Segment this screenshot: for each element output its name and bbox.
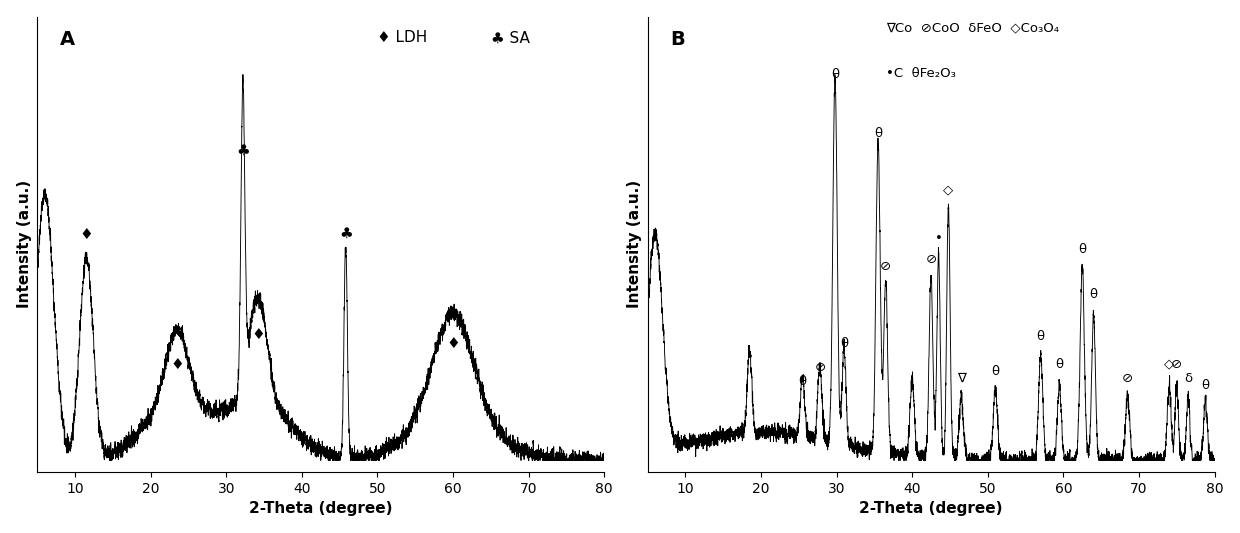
Text: ∇Co  ⊘CoO  δFeO  ◇Co₃O₄: ∇Co ⊘CoO δFeO ◇Co₃O₄ — [885, 21, 1059, 34]
Text: ◇: ◇ — [1164, 358, 1174, 371]
X-axis label: 2-Theta (degree): 2-Theta (degree) — [859, 502, 1003, 516]
Text: θ: θ — [874, 127, 882, 140]
Text: θ: θ — [799, 375, 806, 389]
Y-axis label: Intensity (a.u.): Intensity (a.u.) — [627, 180, 642, 309]
Text: δ: δ — [1184, 372, 1192, 385]
Text: •: • — [745, 351, 754, 364]
Y-axis label: Intensity (a.u.): Intensity (a.u.) — [16, 180, 32, 309]
Text: θ: θ — [1090, 288, 1097, 301]
Text: ♦: ♦ — [252, 327, 265, 343]
Text: •: • — [935, 232, 942, 245]
Text: θ: θ — [839, 337, 848, 350]
Text: ⊘: ⊘ — [815, 361, 826, 374]
Text: θ: θ — [991, 365, 999, 378]
Text: ♦: ♦ — [170, 357, 184, 372]
Text: ⊘: ⊘ — [880, 260, 892, 273]
Text: ♦: ♦ — [446, 336, 460, 351]
Text: θ: θ — [1202, 379, 1209, 392]
Text: θ: θ — [831, 68, 839, 81]
Text: ♦: ♦ — [79, 227, 93, 242]
Text: ⊘: ⊘ — [1171, 358, 1182, 371]
Text: ♣: ♣ — [236, 143, 249, 158]
Text: θ: θ — [1037, 330, 1044, 343]
Text: θ: θ — [1055, 358, 1064, 371]
X-axis label: 2-Theta (degree): 2-Theta (degree) — [249, 502, 393, 516]
Text: •C  θFe₂O₃: •C θFe₂O₃ — [885, 67, 956, 80]
Text: A: A — [60, 30, 76, 50]
Text: ⊘: ⊘ — [1122, 372, 1133, 385]
Text: ∇: ∇ — [957, 372, 966, 385]
Text: ♣: ♣ — [339, 226, 352, 241]
Text: ◇: ◇ — [944, 183, 954, 196]
Text: ♦ LDH: ♦ LDH — [377, 30, 428, 45]
Text: B: B — [670, 30, 684, 50]
Text: θ: θ — [1078, 243, 1086, 256]
Text: ⊘: ⊘ — [925, 253, 936, 266]
Text: ♣ SA: ♣ SA — [491, 30, 529, 45]
